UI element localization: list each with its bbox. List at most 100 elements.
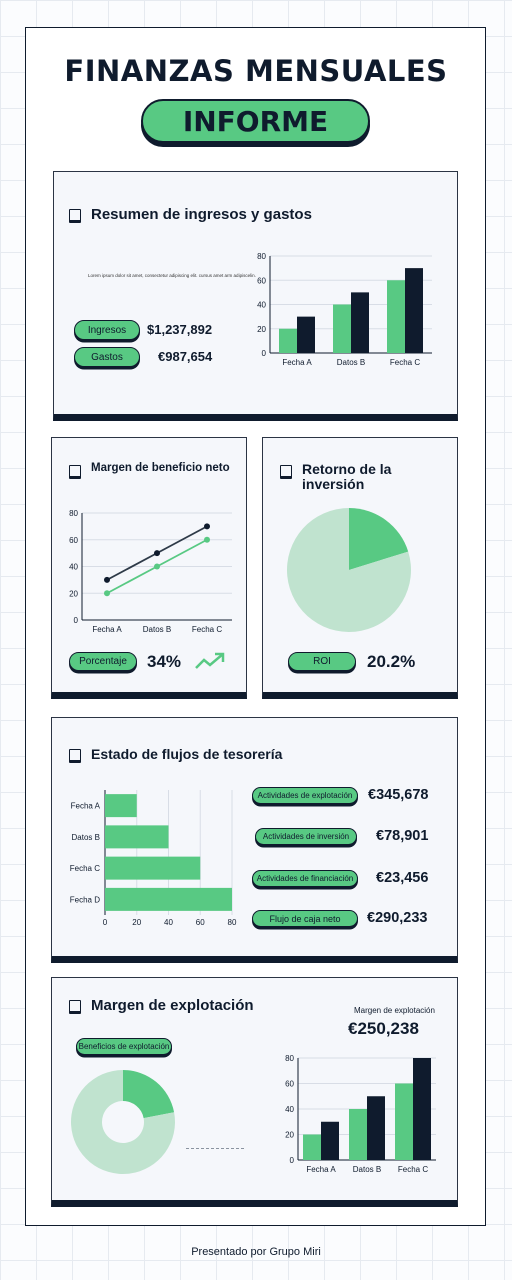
data-point (154, 550, 160, 557)
x-tick-label: Fecha A (92, 625, 122, 634)
roi-pill: ROI (288, 652, 356, 671)
x-tick-label: 0 (103, 918, 108, 927)
cashflow-item-value: €78,901 (376, 828, 429, 844)
bar (297, 316, 315, 353)
x-tick-label: Fecha A (282, 358, 312, 367)
summary-title: Resumen de ingresos y gastos (69, 206, 312, 223)
expense-value: €987,654 (158, 349, 213, 364)
margin-title-text: Margen de beneficio neto (91, 462, 230, 474)
bar (321, 1121, 339, 1160)
bar (333, 304, 351, 353)
y-tick-label: Datos B (72, 833, 100, 842)
y-tick-label: Fecha D (70, 895, 100, 904)
cashflow-item-value: €345,678 (368, 787, 429, 803)
y-tick-label: 40 (257, 301, 266, 310)
x-tick-label: Fecha C (192, 625, 222, 634)
data-point (204, 536, 210, 543)
operating-label: Margen de explotación (354, 1006, 435, 1015)
x-tick-label: 80 (228, 918, 237, 927)
x-tick-label: Fecha A (306, 1165, 336, 1174)
bar (351, 292, 369, 353)
cashflow-title-text: Estado de flujos de tesorería (91, 746, 283, 762)
cashflow-item-pill: Actividades de explotación (252, 787, 358, 804)
y-tick-label: 80 (285, 1054, 294, 1063)
y-tick-label: 0 (262, 349, 267, 358)
income-value: $1,237,892 (147, 322, 213, 337)
summary-description: Lorem ipsum dolor sit amet, consectetur … (88, 273, 256, 278)
bar (405, 268, 423, 353)
margin-title: Margen de beneficio neto (69, 462, 230, 479)
x-tick-label: Datos B (353, 1165, 381, 1174)
x-tick-label: 20 (132, 918, 141, 927)
roi-title: Retorno de la inversión (280, 462, 420, 492)
y-tick-label: 80 (257, 252, 266, 261)
bar (413, 1058, 431, 1160)
pie-slice (71, 1070, 175, 1174)
y-tick-label: 60 (69, 536, 78, 545)
roi-value: 20.2% (367, 652, 416, 671)
x-tick-label: Fecha C (398, 1165, 428, 1174)
expense-pill: Gastos (74, 347, 140, 367)
pie-slice (349, 508, 409, 570)
summary-title-text: Resumen de ingresos y gastos (91, 206, 312, 223)
cashflow-item-pill: Actividades de financiación (252, 870, 358, 887)
cashflow-bar-chart: 0 20 40 60 80 Fecha A Datos B Fecha C Fecha D (70, 790, 237, 927)
cashflow-item-pill: Flujo de caja neto (252, 910, 358, 927)
cashflow-item-pill: Actividades de inversión (255, 828, 357, 845)
operating-title-text: Margen de explotación (91, 997, 254, 1014)
margin-value: 34% (147, 652, 182, 671)
operating-donut-chart (71, 1070, 175, 1174)
checkbox-icon (69, 465, 81, 479)
cashflow-item-value: €23,456 (376, 870, 429, 886)
x-tick-label: Fecha C (390, 358, 420, 367)
bar (105, 794, 137, 818)
y-tick-label: Fecha A (71, 802, 101, 811)
y-tick-label: 60 (285, 1080, 294, 1089)
percentage-pill: Porcentaje (69, 652, 137, 671)
y-tick-label: 20 (69, 589, 78, 598)
bar (105, 887, 232, 911)
data-point (104, 590, 110, 597)
bar (367, 1096, 385, 1160)
bar (303, 1134, 321, 1160)
summary-bar-chart: 0 20 40 60 80 Fecha A Datos B Fecha C (257, 252, 432, 367)
bar (395, 1083, 413, 1160)
cashflow-title: Estado de flujos de tesorería (69, 746, 282, 763)
x-tick-label: 60 (196, 918, 205, 927)
roi-title-text: Retorno de la inversión (302, 461, 392, 492)
y-tick-label: 0 (74, 616, 79, 625)
bar (387, 280, 405, 353)
y-tick-label: 40 (285, 1105, 294, 1114)
x-tick-label: Datos B (143, 625, 171, 634)
operating-bar-chart: 0 20 40 60 80 Fecha A Datos B Fecha C (285, 1054, 436, 1174)
margin-line-chart: 0 20 40 60 80 Fecha A Datos B Fecha C (69, 509, 232, 634)
pie-slice (287, 508, 411, 632)
trend-up-icon (195, 652, 225, 669)
data-point (204, 523, 210, 530)
operating-pill: Beneficios de explotación (76, 1038, 172, 1055)
operating-value: €250,238 (348, 1019, 419, 1038)
income-pill: Ingresos (74, 320, 140, 340)
roi-pie-chart (287, 508, 411, 632)
checkbox-icon (69, 1000, 81, 1014)
checkbox-icon (69, 749, 81, 763)
y-tick-label: 80 (69, 509, 78, 518)
operating-title: Margen de explotación (69, 997, 254, 1014)
x-tick-label: 40 (164, 918, 173, 927)
y-tick-label: 40 (69, 563, 78, 572)
y-tick-label: 0 (290, 1156, 295, 1165)
bar (105, 856, 201, 880)
footer-text: Presentado por Grupo Miri (191, 1246, 321, 1258)
bar (349, 1109, 367, 1160)
cashflow-item-value: €290,233 (367, 910, 428, 926)
bar (105, 825, 169, 849)
x-tick-label: Datos B (337, 358, 365, 367)
pie-slice (123, 1070, 175, 1119)
report-badge: INFORME (141, 99, 370, 143)
y-tick-label: 60 (257, 276, 266, 285)
divider-line (186, 1148, 244, 1149)
data-point (104, 576, 110, 583)
page-title: FINANZAS MENSUALES (64, 54, 448, 88)
y-tick-label: 20 (257, 325, 266, 334)
y-tick-label: Fecha C (70, 864, 100, 873)
